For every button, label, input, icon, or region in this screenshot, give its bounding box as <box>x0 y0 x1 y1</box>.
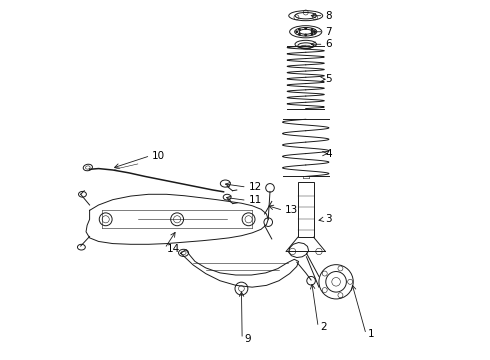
Text: 5: 5 <box>325 74 332 84</box>
Circle shape <box>313 30 316 33</box>
Text: 12: 12 <box>248 182 262 192</box>
Text: 6: 6 <box>325 39 332 49</box>
Bar <box>298 182 314 237</box>
Text: 13: 13 <box>285 205 298 215</box>
Circle shape <box>304 33 307 36</box>
Text: 14: 14 <box>167 244 180 253</box>
Text: 11: 11 <box>248 195 262 205</box>
Text: 3: 3 <box>325 214 332 224</box>
Circle shape <box>311 33 314 35</box>
Text: 4: 4 <box>325 149 332 158</box>
Text: 9: 9 <box>244 334 250 344</box>
Text: 2: 2 <box>320 322 327 332</box>
Text: 7: 7 <box>325 27 332 37</box>
Text: 10: 10 <box>152 151 165 161</box>
Circle shape <box>298 33 301 35</box>
Circle shape <box>311 28 314 31</box>
Circle shape <box>304 27 307 30</box>
Circle shape <box>295 30 298 33</box>
Text: 1: 1 <box>368 329 374 339</box>
Text: 8: 8 <box>325 11 332 21</box>
Circle shape <box>298 28 301 31</box>
